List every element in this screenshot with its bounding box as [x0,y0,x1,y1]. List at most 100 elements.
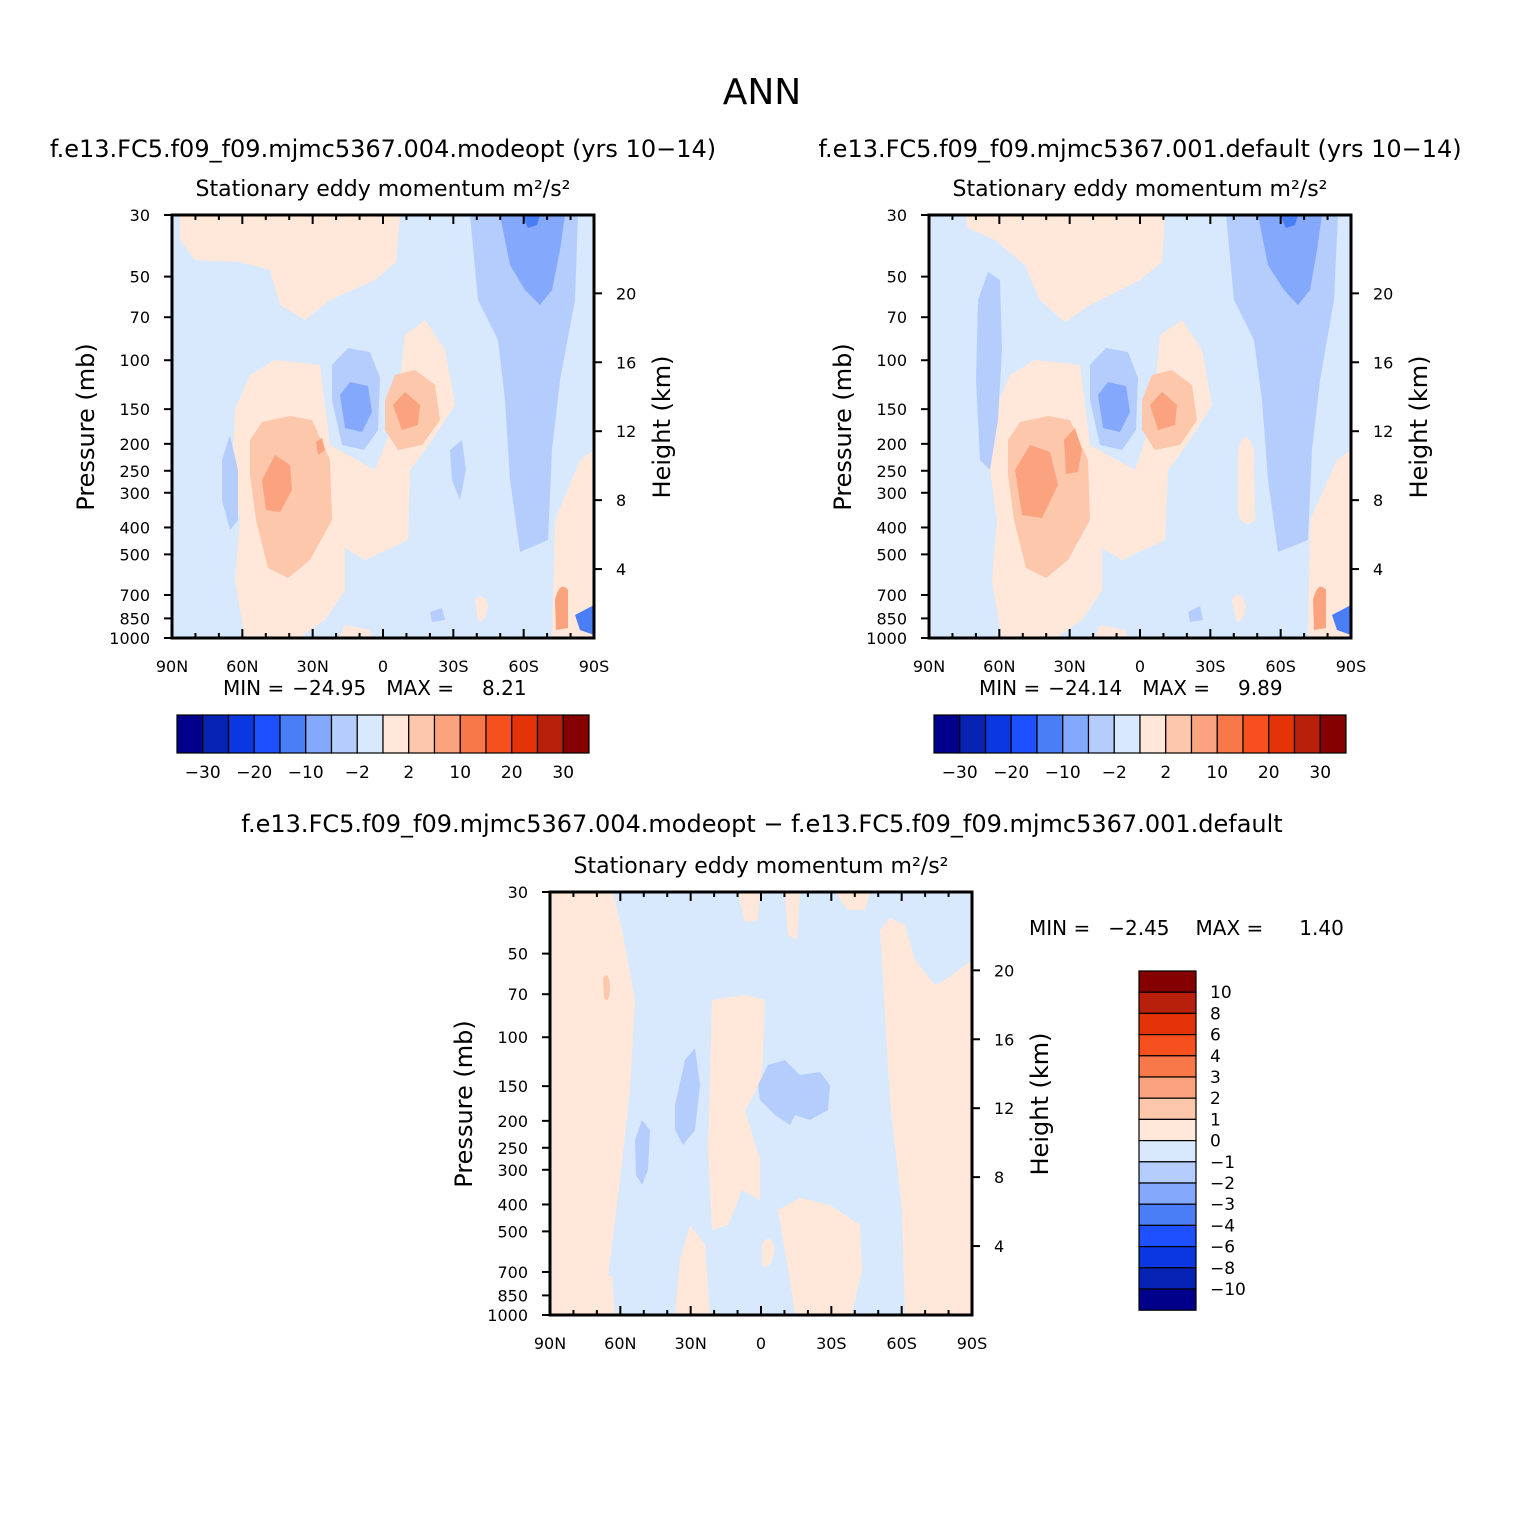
colorbar-swatch [279,714,307,754]
panel-1-ptick-label: 200 [119,435,150,454]
panel-3-ptick-label: 250 [497,1139,528,1158]
panel-1-xtick-label: 60S [508,657,539,676]
panel-2-region-pos3-midlat [1015,445,1058,518]
colorbar-label: −10 [1045,763,1081,783]
panel-1-region-pos3-midlat [262,455,292,512]
panel-1-title: Stationary eddy momentum m²/s² [196,177,571,202]
panel-1-region-neg2-sh [500,215,565,305]
colorbar-swatch [1138,1203,1197,1226]
panel-2-region-pos-sh-sfc [1313,586,1326,630]
colorbar-label: −3 [1210,1195,1235,1215]
panel-3-htick-label: 20 [994,961,1014,980]
panel-1-xtick-label: 30N [297,657,329,676]
panel-2-region-neg2-eq [1098,382,1130,432]
panel-3-ptick-label: 70 [508,985,528,1004]
colorbar-swatch [1138,991,1197,1015]
colorbar-swatch [459,714,487,754]
colorbar-label: 10 [1210,983,1232,1003]
panel-3-xtick-label: 90N [534,1334,566,1353]
panel-2-ptick-label: 850 [876,609,907,628]
panel-1-region-neg3-sh [522,215,540,228]
panel-3-ptick-label: 50 [508,945,528,964]
panel-1-ptick-label: 250 [119,462,150,481]
panel-1-y2label: Height (km) [648,356,676,499]
panel-1-htick-label: 16 [616,353,636,372]
panel-1-ptick-label: 150 [119,400,150,419]
panel-1-ptick-label: 70 [130,308,150,327]
panel-3-title: Stationary eddy momentum m²/s² [574,854,949,879]
panel-1-xtick-label: 30S [438,657,469,676]
panel-3-region-pos2-nh [603,975,610,1000]
panel-2-xtick-label: 90S [1336,657,1367,676]
panel-1-region-pos-small [475,596,488,621]
colorbar-label: 0 [1210,1132,1221,1152]
colorbar-swatch [511,714,539,754]
panel-1-region-pos3-eq [393,392,420,430]
colorbar-swatch [1242,714,1270,754]
colorbar-swatch [1138,1182,1197,1205]
panel-2-xtick-label: 30N [1054,657,1086,676]
panel-1-ptick-label: 1000 [109,629,150,648]
colorbar-swatch [1138,1267,1197,1290]
colorbar-swatch [433,714,461,754]
panel-2-xtick-label: 30S [1195,657,1226,676]
panel-1-xtick-label: 90N [156,657,188,676]
panel-2-ptick-label: 250 [876,462,907,481]
colorbar-swatch [1138,1288,1197,1311]
colorbar-swatch [305,714,333,754]
colorbar-label: −30 [942,763,978,783]
colorbar-swatch [1138,1245,1197,1269]
colorbar-swatch [984,714,1012,754]
panel-2-region-pos-tropic [1238,437,1255,524]
panel-3-region-neg-eq [758,1060,830,1125]
panel-1-xtick-label: 90S [579,657,610,676]
panel-1-htick-label: 12 [616,422,636,441]
colorbar-label: 2 [403,763,414,783]
colorbar-label: 20 [501,763,523,783]
panel-3-region-pos-tropic [708,995,765,1230]
panel-2-colorbar: −30 −20 −10 −2 2 10 20 30 [933,714,1347,783]
panel-3-htick-label: 16 [994,1030,1014,1049]
colorbar-swatch [253,714,281,754]
panel-1-ptick-label: 100 [119,351,150,370]
colorbar-label: −2 [1210,1174,1235,1194]
panel-1-region-neg-nh-mid [222,435,238,530]
colorbar-swatch [933,714,961,754]
panel-3-xtick-label: 30S [816,1334,847,1353]
panel-3-region-pos-low2 [675,1225,710,1315]
colorbar-swatch [1138,1033,1197,1057]
panel-2-ptick-label: 500 [876,545,907,564]
panel-1-ptick-label: 400 [119,518,150,537]
panel-2-xtick-label: 60N [983,657,1015,676]
panel-1-ptick-label: 700 [119,586,150,605]
panel-1-region-neg-sh-jet [470,215,578,552]
panel-1-ptick-label: 30 [130,206,150,225]
colorbar-swatch [1010,714,1038,754]
panel-2-region-neg-spot [1188,606,1203,622]
panel-3-region-pos-sfc [600,1275,615,1315]
colorbar-label: 10 [449,763,471,783]
page-title: ANN [723,72,802,113]
panel-2-region-neg3-sh [1280,215,1298,228]
colorbar-swatch [1087,714,1115,754]
panel-1-xtick-label: 0 [378,657,388,676]
panel-2-region-neg-nh-strat [976,272,1002,470]
panel-1-region-pos-sfc [338,625,372,638]
panel-3-htick-label: 8 [994,1168,1004,1187]
panel-2-region-neg-sh-jet [1226,215,1338,552]
panel-3-xtick-label: 0 [756,1334,766,1353]
panel-1-region-neg-spot [430,608,445,622]
colorbar-swatch [1036,714,1064,754]
panel-3-ptick-label: 500 [497,1222,528,1241]
panel-2-xtick-label: 90N [913,657,945,676]
panel-3-region-neg-nh [635,1120,650,1185]
colorbar-swatch [382,714,410,754]
panel-1-ylabel: Pressure (mb) [72,343,100,510]
panel-3-ptick-label: 300 [497,1161,528,1180]
panel-3-region-pos-strat-tab [738,892,760,922]
colorbar-label: 10 [1206,763,1228,783]
